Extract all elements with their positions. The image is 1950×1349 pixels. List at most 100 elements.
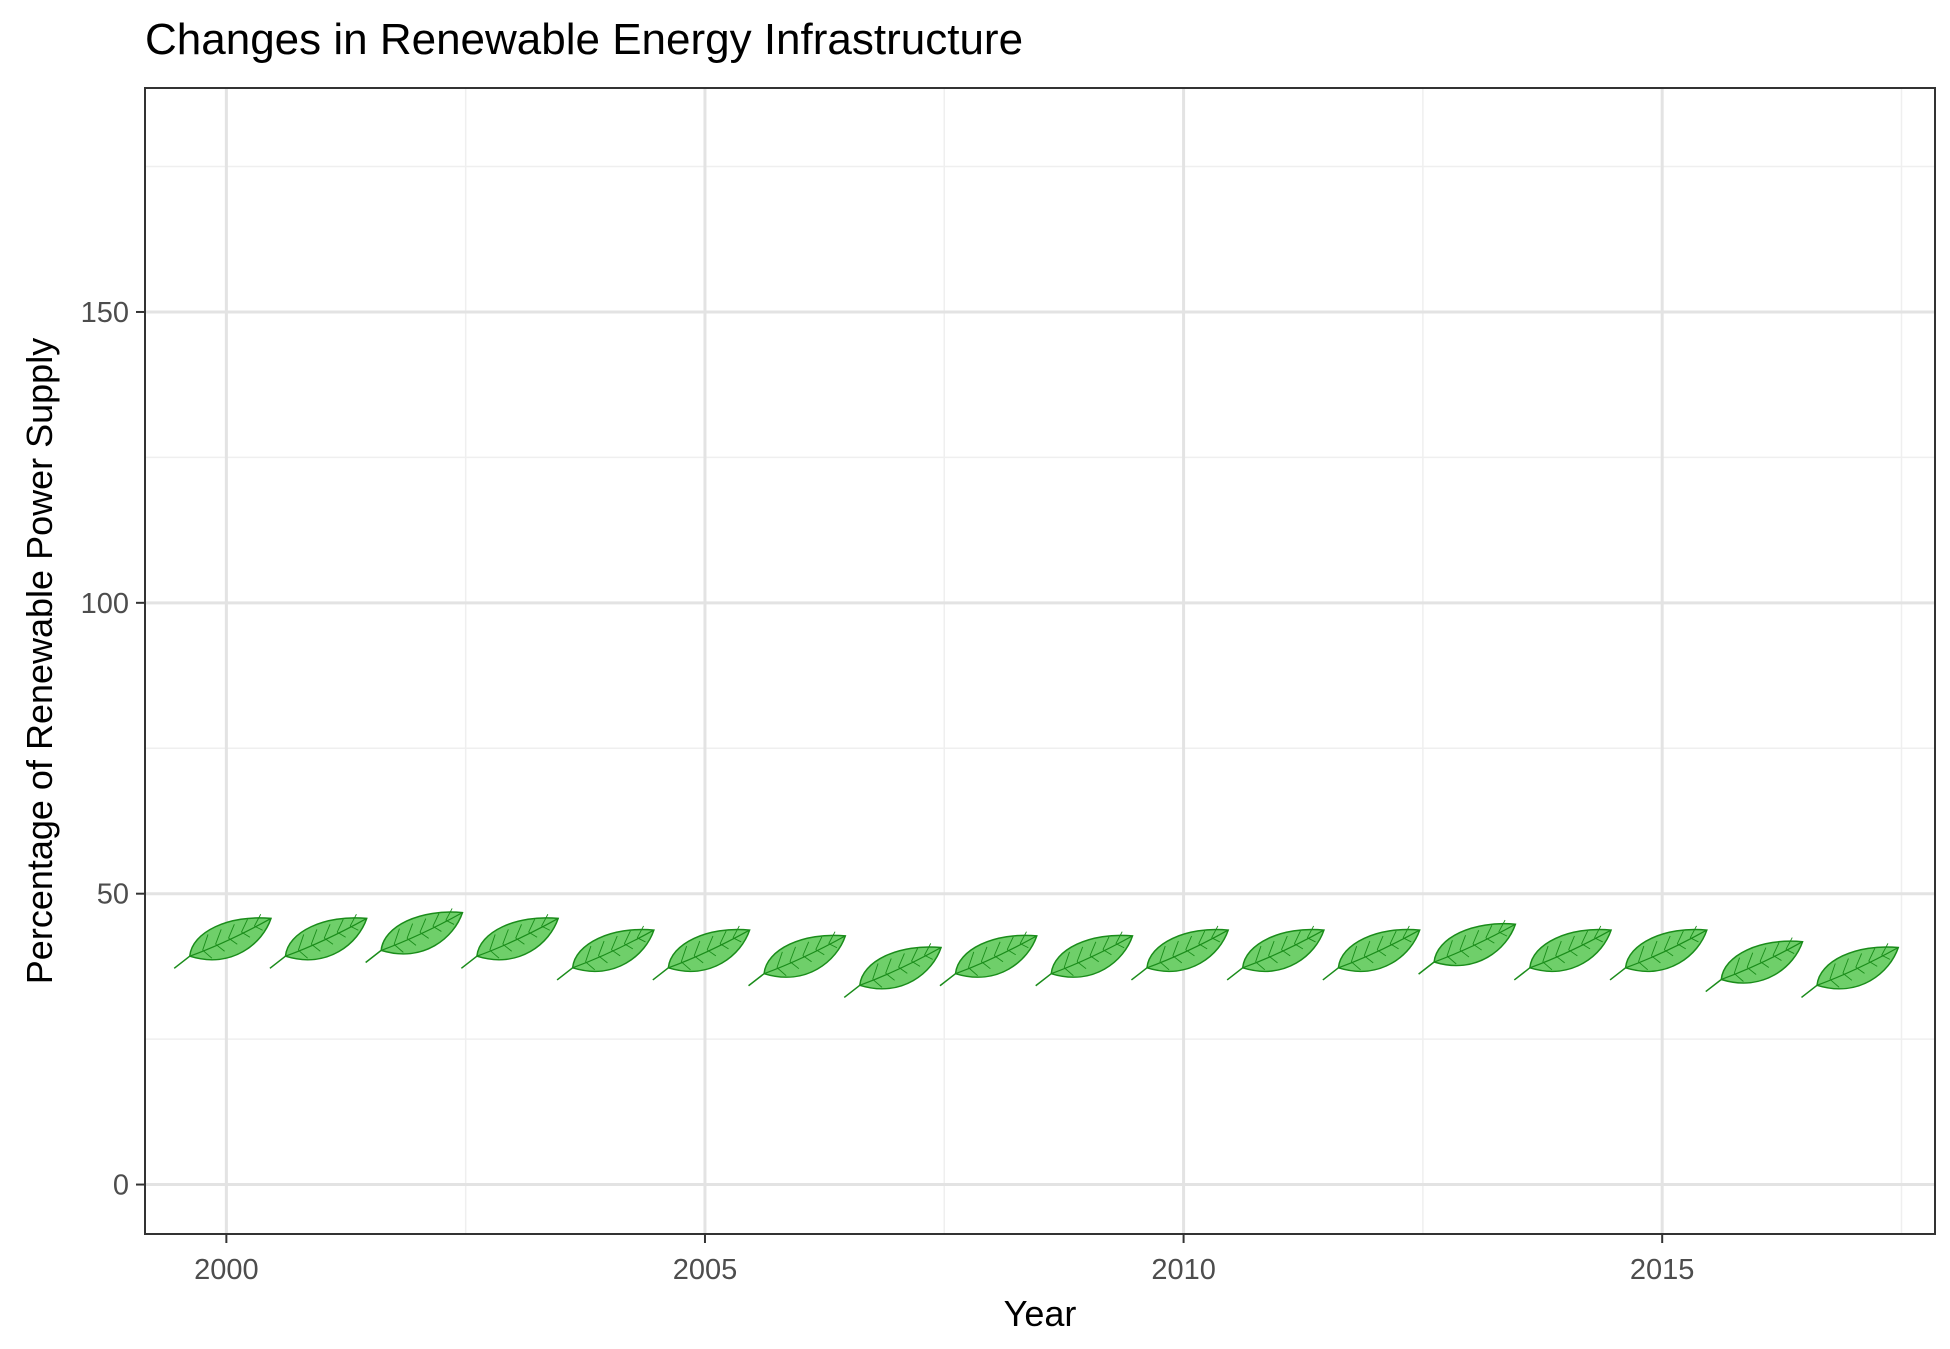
leaf-vein xyxy=(419,931,429,939)
leaf-stem xyxy=(1035,973,1052,987)
leaf-stem xyxy=(1513,967,1531,981)
leaf-vein xyxy=(1855,953,1863,968)
leaf-vein xyxy=(432,913,440,927)
leaf-icon xyxy=(1418,919,1517,975)
leaf-vein xyxy=(815,936,823,950)
leaf-vein xyxy=(489,949,500,959)
y-axis-title: Percentage of Renewable Power Supply xyxy=(19,338,60,984)
leaf-vein xyxy=(719,930,727,944)
leaf-vein xyxy=(541,925,550,931)
leaf-vein xyxy=(994,955,1004,963)
leaf-vein xyxy=(336,931,346,938)
leaf-vein xyxy=(297,934,305,951)
leaf-vein xyxy=(636,925,644,938)
leaf-icon xyxy=(269,914,368,969)
leaf-vein xyxy=(1651,955,1661,964)
leaf-vein xyxy=(980,946,988,962)
leaf-vein xyxy=(1581,930,1589,944)
leaf-vein xyxy=(1159,961,1170,971)
leaf-vein xyxy=(502,929,509,945)
leaf-vein xyxy=(406,938,417,946)
leaf-icon xyxy=(1801,943,1900,999)
leaf-vein xyxy=(1006,936,1014,950)
leaf-vein xyxy=(1881,943,1889,956)
leaf-vein xyxy=(1638,945,1645,962)
leaf-icon xyxy=(939,931,1038,987)
leaf-vein xyxy=(1307,937,1316,943)
leaf-vein xyxy=(515,937,525,945)
leaf-vein xyxy=(624,943,634,950)
leaf-vein xyxy=(202,949,213,959)
leaf-vein xyxy=(1542,961,1553,971)
leaf-vein xyxy=(1019,943,1029,949)
leaf-vein xyxy=(885,972,895,981)
leaf-vein xyxy=(1459,949,1470,958)
leaf-stem xyxy=(939,973,956,987)
grid xyxy=(145,88,1935,1234)
leaf-vein xyxy=(1019,931,1027,944)
leaf-icon xyxy=(1226,925,1325,981)
leaf-vein xyxy=(1594,925,1602,938)
leaf-vein xyxy=(1446,940,1453,957)
leaf-vein xyxy=(1842,958,1849,974)
y-tick-label: 100 xyxy=(81,588,129,620)
leaf-vein xyxy=(693,955,704,964)
leaf-vein xyxy=(1663,935,1671,950)
leaf-vein xyxy=(872,963,879,980)
leaf-vein xyxy=(1677,943,1686,950)
leaf-vein xyxy=(924,943,932,956)
leaf-vein xyxy=(828,931,836,944)
leaf-vein xyxy=(419,918,427,933)
leaf-vein xyxy=(1664,949,1674,957)
leaf-stem xyxy=(1130,967,1148,981)
leaf-vein xyxy=(1363,955,1374,964)
leaf-vein xyxy=(1255,961,1266,971)
leaf-vein xyxy=(1842,972,1853,981)
leaf-vein xyxy=(393,944,404,953)
leaf-vein xyxy=(1268,955,1278,964)
leaf-vein xyxy=(1281,935,1288,950)
leaf-vein xyxy=(802,955,812,963)
leaf-vein xyxy=(1829,963,1836,980)
leaf-vein xyxy=(706,949,717,957)
leaf-vein xyxy=(1350,945,1358,962)
y-tick-label: 150 xyxy=(81,297,129,329)
leaf-vein xyxy=(872,978,883,988)
leaf-vein xyxy=(693,940,701,956)
leaf-vein xyxy=(1306,925,1315,938)
leaf-vein xyxy=(911,948,918,962)
leaf-vein xyxy=(515,924,522,939)
leaf-vein xyxy=(1868,960,1878,967)
leaf-stem xyxy=(1418,961,1435,975)
leaf-vein xyxy=(1459,935,1466,951)
x-axis-title: Year xyxy=(1004,1293,1077,1334)
leaf-icon xyxy=(556,925,655,981)
leaf-vein xyxy=(254,925,263,931)
leaf-vein xyxy=(1746,952,1754,968)
leaf-icon xyxy=(1322,925,1421,981)
leaf-vein xyxy=(1485,924,1493,939)
leaf-vein xyxy=(1159,945,1166,962)
leaf-vein xyxy=(968,951,975,968)
leaf-vein xyxy=(1211,937,1221,943)
leaf-icon xyxy=(1035,931,1134,987)
x-tick-label: 2005 xyxy=(673,1254,738,1286)
leaf-vein xyxy=(1351,961,1361,971)
leaf-vein xyxy=(1868,948,1876,962)
leaf-vein xyxy=(528,919,536,933)
leaf-icon xyxy=(1130,925,1230,981)
leaf-icon xyxy=(1705,937,1804,993)
leaf-stem xyxy=(556,967,574,981)
leaf-vein xyxy=(1363,940,1371,956)
leaf-vein xyxy=(776,951,783,968)
leaf-vein xyxy=(1402,925,1410,938)
leaf-vein xyxy=(1063,951,1070,968)
leaf-vein xyxy=(323,937,334,945)
leaf-vein xyxy=(1651,940,1658,956)
leaf-vein xyxy=(1881,954,1891,960)
leaf-vein xyxy=(1690,937,1699,943)
leaf-stem xyxy=(173,955,191,969)
leaf-vein xyxy=(1855,966,1865,974)
leaf-vein xyxy=(1294,943,1304,950)
leaf-vein xyxy=(637,937,646,943)
